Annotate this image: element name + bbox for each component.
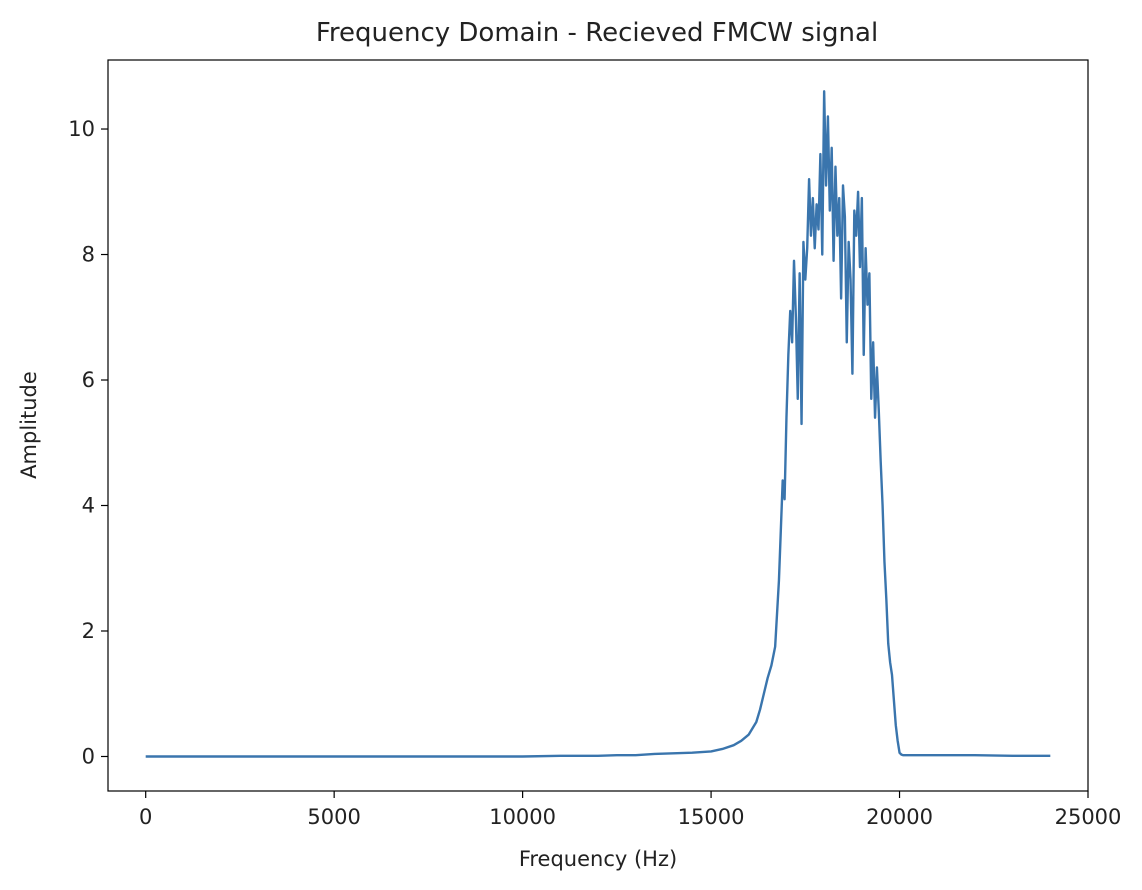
x-tick-label: 15000 [678, 805, 745, 829]
y-axis-label: Amplitude [17, 371, 41, 479]
plot-area-frame [107, 59, 1089, 792]
y-tick-label: 4 [82, 494, 95, 518]
y-tick-label: 6 [82, 368, 95, 392]
x-axis-label: Frequency (Hz) [519, 847, 677, 871]
y-tick-label: 0 [82, 744, 95, 768]
x-tick-label: 25000 [1055, 805, 1122, 829]
x-tick-label: 5000 [307, 805, 360, 829]
chart-title: Frequency Domain - Recieved FMCW signal [316, 18, 878, 48]
series-layer [145, 90, 1051, 758]
y-tick-label: 10 [68, 117, 95, 141]
y-tick-label: 8 [82, 243, 95, 267]
series-line [145, 90, 1051, 758]
x-axis: 0 5000 10000 15000 20000 25000 [139, 791, 1121, 829]
x-tick-label: 0 [139, 805, 152, 829]
x-tick-label: 20000 [866, 805, 933, 829]
x-tick-label: 10000 [489, 805, 556, 829]
y-tick-label: 2 [82, 619, 95, 643]
y-axis: 0 2 4 6 8 10 [68, 117, 108, 768]
